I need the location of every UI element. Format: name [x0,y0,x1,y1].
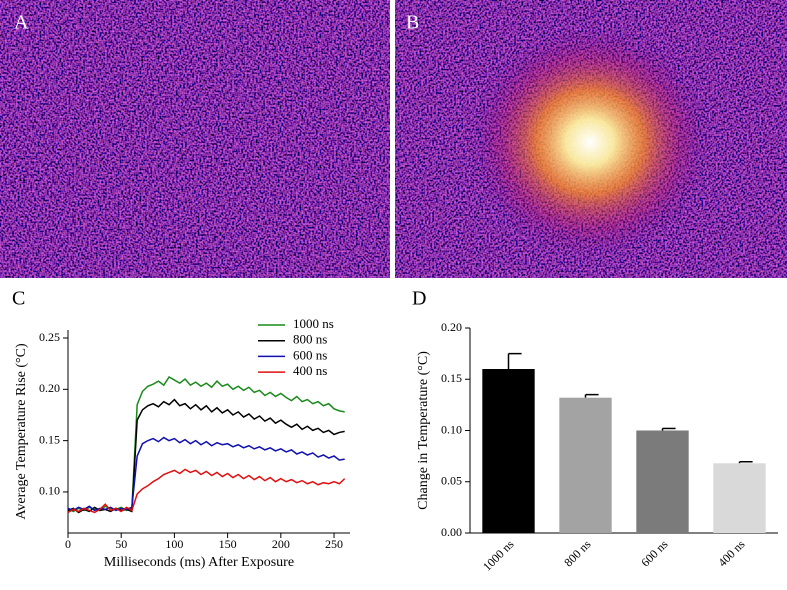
series-line [67,398,345,514]
y-tick-label: 0.00 [441,525,462,539]
x-tick-label: 100 [165,537,183,551]
x-tick-label: 50 [115,537,127,551]
legend-label: 1000 ns [293,316,334,331]
x-tick-label: 1000 ns [480,537,517,574]
x-axis-label: Milliseconds (ms) After Exposure [104,555,294,570]
x-tick-label: 150 [219,537,237,551]
bar [713,463,766,533]
x-tick-label: 250 [325,537,343,551]
x-tick-label: 600 ns [638,537,671,570]
heat-spot [470,27,710,257]
series-line [67,436,345,512]
y-tick-label: 0.20 [39,381,60,395]
x-tick-label: 0 [65,537,71,551]
legend-label: 800 ns [293,332,327,347]
y-tick-label: 0.05 [441,474,462,488]
y-tick-label: 0.15 [39,432,60,446]
y-tick-label: 0.10 [39,484,60,498]
bar [482,369,535,533]
legend-label: 600 ns [293,347,327,362]
panel-label: C [12,288,25,310]
y-tick-label: 0.20 [441,320,462,334]
y-tick-label: 0.15 [441,371,462,385]
y-axis-label: Average Temperature Rise (°C) [14,343,29,520]
panel-label: B [406,12,419,34]
series-line [67,375,345,513]
bar [636,430,689,533]
panel-label: A [14,12,29,34]
bar [559,397,612,533]
image-a-noise [0,0,390,278]
series-line [67,468,346,514]
y-axis-label: Change in Temperature (°C) [416,351,431,510]
y-tick-label: 0.25 [39,330,60,344]
x-tick-label: 400 ns [715,537,748,570]
panel-label: D [412,288,426,310]
x-tick-label: 800 ns [561,537,594,570]
y-tick-label: 0.10 [441,422,462,436]
x-tick-label: 200 [272,537,290,551]
legend-label: 400 ns [293,363,327,378]
